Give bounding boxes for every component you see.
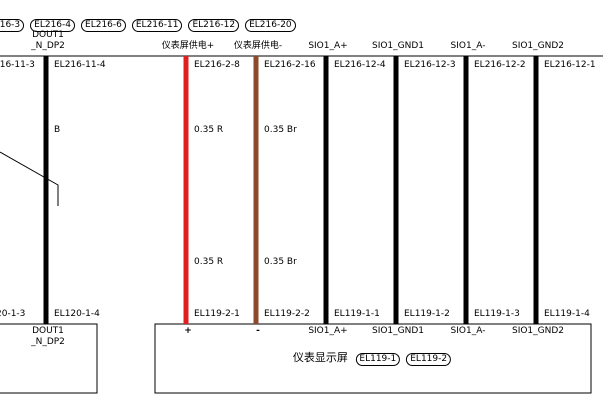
wire-top-label: EL216-2-8 xyxy=(194,60,240,70)
pin-label: 仪表屏供电- xyxy=(233,41,283,51)
wire-bottom-label: EL119-1-3 xyxy=(474,309,520,319)
connector-tag: EL216-20 xyxy=(245,19,296,32)
connector-tag: EL216-4 xyxy=(30,19,76,32)
wire-top-label: EL216-12-2 xyxy=(474,60,526,70)
wire-bottom-label: EL119-2-1 xyxy=(194,309,240,319)
wire-spec: B xyxy=(54,125,61,135)
end-pin-label: SIO1_A- xyxy=(450,326,486,336)
wire-spec: 0.35 R xyxy=(194,125,224,135)
edge-top-label: 216-11-3 xyxy=(0,60,35,70)
end-pin-label: DOUT1 _N_DP2 xyxy=(31,326,65,347)
pin-label: SIO1_GND2 xyxy=(511,41,565,51)
connector-tag: EL216-11 xyxy=(131,19,183,32)
tag-row: 216-3 EL216-4 EL216-6 EL216-11 EL216-12 EL216… xyxy=(0,12,302,32)
wire-top-label: EL216-11-4 xyxy=(54,60,106,70)
pin-label: SIO1_A- xyxy=(450,41,486,51)
end-pin-label: + xyxy=(184,326,192,336)
pin-label: DOUT1 _N_DP2 xyxy=(31,30,65,51)
wire-bottom-label: EL119-2-2 xyxy=(264,309,310,319)
pin-label: 仪表屏供电+ xyxy=(161,41,215,51)
pin-label: SIO1_GND1 xyxy=(371,41,425,51)
wire-top-label: EL216-12-1 xyxy=(544,60,596,70)
wire-spec: 0.35 Br xyxy=(264,257,297,267)
end-pin-label: SIO1_A+ xyxy=(308,326,348,336)
pin-label: SIO1_A+ xyxy=(308,41,348,51)
end-pin-label: SIO1_GND2 xyxy=(511,326,565,336)
display-name: 仪表显示屏 xyxy=(292,351,348,364)
wire-bottom-label: EL120-1-4 xyxy=(54,309,100,319)
wire-top-label: EL216-12-4 xyxy=(334,60,386,70)
wire-bottom-label: EL119-1-4 xyxy=(544,309,590,319)
wire-spec: 0.35 R xyxy=(194,257,224,267)
end-pin-label: - xyxy=(256,326,260,336)
connector-tag: EL216-6 xyxy=(81,19,126,32)
connector-tag: EL216-12 xyxy=(188,19,240,32)
branch-wire xyxy=(0,151,59,206)
display-label: 仪表显示屏 EL119-1 EL119-2 xyxy=(293,352,453,366)
connector-tag: 216-3 xyxy=(0,19,25,32)
edge-bottom-label: 20-1-3 xyxy=(0,309,26,319)
end-pin-label: SIO1_GND1 xyxy=(371,326,425,336)
wire-spec: 0.35 Br xyxy=(264,125,297,135)
display-box xyxy=(154,323,592,394)
wire-bottom-label: EL119-1-2 xyxy=(404,309,450,319)
wire-top-label: EL216-12-3 xyxy=(404,60,456,70)
display-tag: EL119-1 xyxy=(355,353,401,366)
display-tag: EL119-2 xyxy=(406,353,452,366)
wire-bottom-label: EL119-1-1 xyxy=(334,309,380,319)
wire-top-label: EL216-2-16 xyxy=(264,60,316,70)
